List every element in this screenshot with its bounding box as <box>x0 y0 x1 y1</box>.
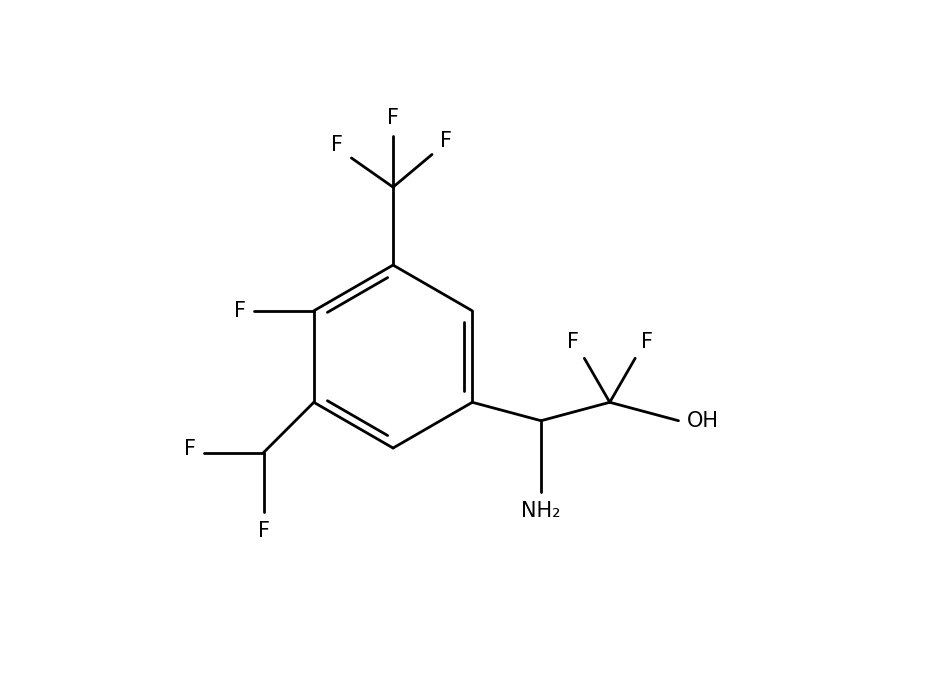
Text: F: F <box>641 331 653 351</box>
Text: F: F <box>234 300 246 321</box>
Text: F: F <box>387 108 399 128</box>
Text: NH₂: NH₂ <box>521 501 560 521</box>
Text: OH: OH <box>687 411 719 431</box>
Text: F: F <box>332 134 343 154</box>
Text: F: F <box>257 521 269 541</box>
Text: F: F <box>440 131 452 151</box>
Text: F: F <box>184 439 196 459</box>
Text: F: F <box>567 331 579 351</box>
